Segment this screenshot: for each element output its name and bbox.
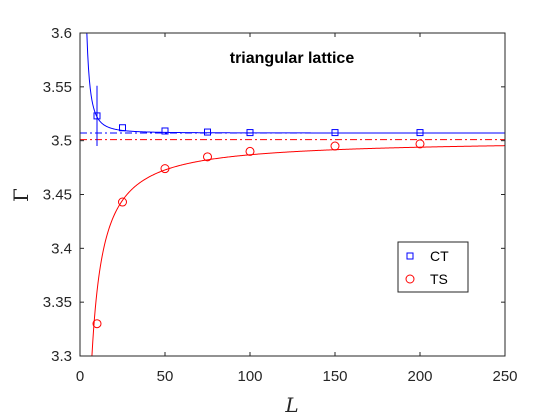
point-ts-6 — [415, 139, 425, 149]
point-ct-6 — [416, 129, 424, 137]
point-ts-2 — [160, 164, 170, 174]
x-axis-label: L — [284, 393, 298, 417]
legend-marker-ct — [406, 252, 414, 260]
fit-curve-ts — [91, 145, 505, 356]
y-tick-label-3: 3.45 — [43, 187, 72, 204]
y-tick-label-6: 3.6 — [51, 25, 72, 42]
x-tick-label-0: 0 — [76, 368, 84, 385]
point-ct-0 — [93, 112, 101, 120]
point-ct-2 — [161, 127, 169, 135]
point-ct-4 — [246, 129, 254, 137]
x-tick-label-5: 250 — [492, 368, 517, 385]
x-tick-label-3: 150 — [322, 368, 347, 385]
point-ct-5 — [331, 129, 339, 137]
x-tick-label-4: 200 — [407, 368, 432, 385]
chart-title: triangular lattice — [230, 50, 355, 67]
point-ts-0 — [92, 319, 102, 329]
lines-layer — [80, 33, 505, 356]
point-ct-1 — [119, 124, 126, 132]
point-ts-3 — [203, 152, 212, 162]
x-tick-label-1: 50 — [157, 368, 174, 385]
legend: CT TS — [397, 241, 469, 293]
ticks-layer: 0 50 100 150 200 250 3.3 3.35 3.4 3.45 3.5 3.55 3.6 — [43, 25, 518, 385]
point-ts-4 — [245, 146, 255, 156]
y-tick-label-2: 3.4 — [51, 240, 72, 257]
plot-background — [80, 33, 505, 356]
point-ts-5 — [330, 141, 340, 151]
point-ts-1 — [118, 197, 127, 207]
legend-marker-ts — [405, 274, 415, 284]
y-tick-label-1: 3.35 — [43, 294, 72, 311]
x-tick-label-2: 100 — [237, 368, 262, 385]
y-tick-label-4: 3.5 — [51, 133, 72, 150]
y-tick-label-0: 3.3 — [51, 348, 72, 365]
legend-box — [397, 241, 469, 293]
y-tick-label-5: 3.55 — [43, 79, 72, 96]
legend-label-ts: TS — [430, 271, 448, 287]
y-axis-label: Γ — [9, 188, 33, 202]
point-ct-3 — [204, 128, 211, 136]
legend-label-ct: CT — [430, 248, 449, 264]
fit-curve-ct — [86, 33, 505, 134]
marks-layer — [92, 85, 425, 329]
